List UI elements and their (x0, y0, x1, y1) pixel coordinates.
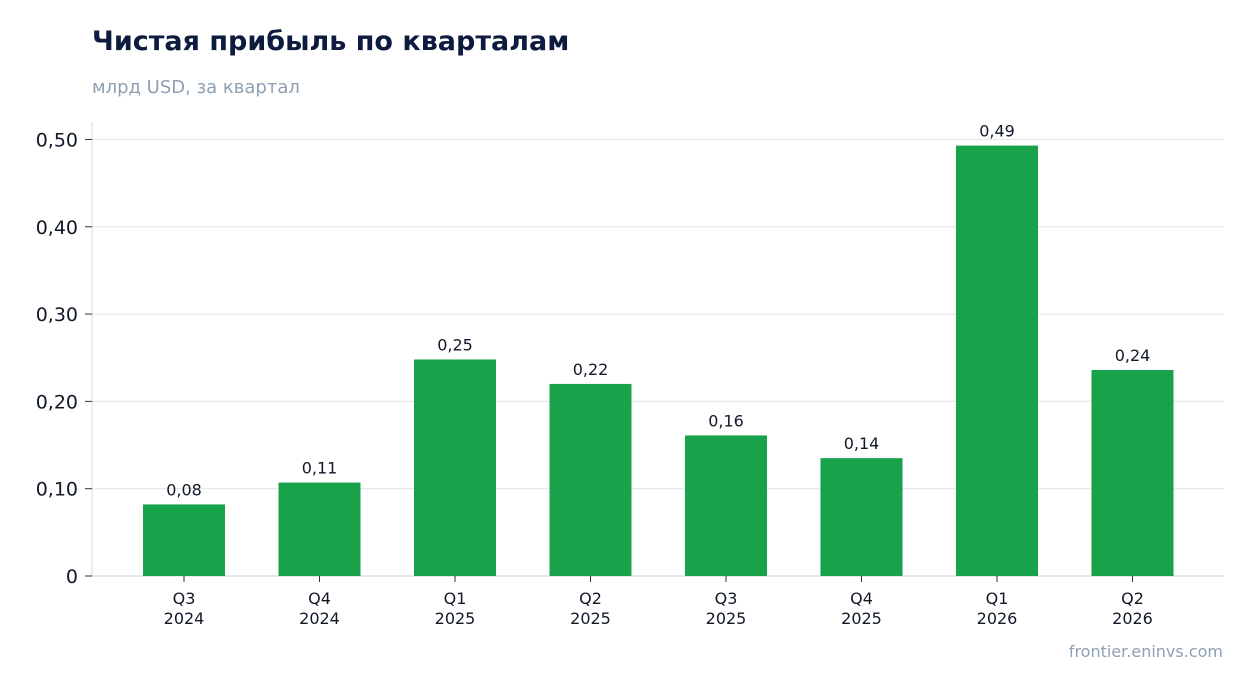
bar (414, 359, 496, 576)
y-tick-label: 0 (66, 566, 78, 588)
data-label: 0,08 (166, 480, 202, 499)
axes (91, 122, 1224, 577)
data-label: 0,24 (1115, 346, 1151, 365)
y-tick-label: 0,40 (36, 217, 78, 239)
data-label: 0,22 (573, 360, 609, 379)
x-tick-label: Q3 (173, 589, 196, 608)
data-label: 0,16 (708, 411, 744, 430)
x-tick-label: Q2 (1121, 589, 1144, 608)
x-tick-label: Q3 (715, 589, 738, 608)
x-tick-label: Q1 (444, 589, 467, 608)
x-tick-label: 2025 (841, 609, 882, 628)
bars (143, 145, 1174, 577)
chart-subtitle: млрд USD, за квартал (92, 77, 300, 98)
bar (685, 435, 767, 576)
data-label: 0,11 (302, 459, 338, 478)
bar (956, 145, 1038, 577)
x-tick-label: 2026 (977, 609, 1018, 628)
bar (1091, 369, 1174, 576)
chart-title: Чистая прибыль по кварталам (92, 26, 570, 57)
grid-lines (92, 138, 1224, 490)
x-tick-label: 2024 (164, 609, 205, 628)
x-tick-label: 2024 (299, 609, 340, 628)
source-label: frontier.eninvs.com (1068, 642, 1223, 661)
y-axis-ticks: 0 0,10 0,20 0,30 0,40 0,50 (36, 129, 92, 588)
y-tick-label: 0,10 (36, 479, 78, 501)
bar (278, 482, 361, 576)
x-tick-label: 2026 (1112, 609, 1153, 628)
value-labels: 0,08 0,11 0,25 0,22 0,16 0,14 0,49 0,24 (166, 122, 1150, 500)
bar (820, 458, 903, 576)
y-tick-label: 0,50 (36, 129, 78, 151)
y-tick-label: 0,20 (36, 391, 78, 413)
x-tick-label: 2025 (435, 609, 476, 628)
bar (549, 383, 632, 576)
data-label: 0,25 (437, 335, 473, 354)
bar (143, 504, 225, 576)
x-tick-label: Q2 (579, 589, 602, 608)
data-label: 0,14 (844, 434, 880, 453)
data-label: 0,49 (979, 122, 1015, 141)
x-tick-label: Q1 (986, 589, 1009, 608)
y-tick-label: 0,30 (36, 304, 78, 326)
x-tick-label: Q4 (850, 589, 873, 608)
x-tick-label: 2025 (706, 609, 747, 628)
x-tick-label: Q4 (308, 589, 331, 608)
x-tick-label: 2025 (570, 609, 611, 628)
x-axis-ticks: Q32024Q42024Q12025Q22025Q32025Q42025Q120… (164, 576, 1153, 628)
